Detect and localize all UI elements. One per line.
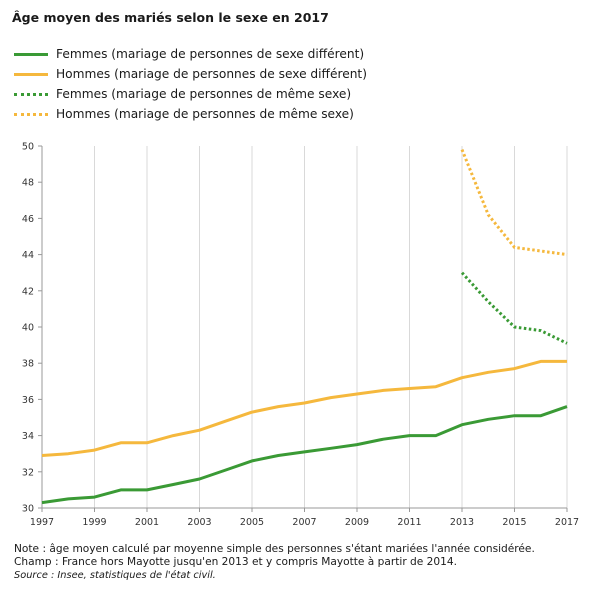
y-tick-label: 30 bbox=[22, 504, 34, 515]
legend-swatch-femmes-different bbox=[14, 52, 48, 56]
x-tick-label: 2017 bbox=[555, 517, 579, 528]
x-tick-label: 2005 bbox=[240, 517, 264, 528]
y-tick-label: 46 bbox=[22, 214, 34, 225]
line-chart: 30 32 34 36 38 40 42 44 46 48 50 1997 1999 2001 2003 20… bbox=[22, 142, 579, 529]
x-tick-label: 2011 bbox=[397, 517, 421, 528]
champ-text: Champ : France hors Mayotte jusqu'en 201… bbox=[14, 556, 457, 568]
legend: Femmes (mariage de personnes de sexe dif… bbox=[14, 44, 367, 124]
legend-item-femmes-meme: Femmes (mariage de personnes de même sex… bbox=[14, 84, 367, 104]
x-tick-label: 2003 bbox=[187, 517, 211, 528]
y-tick-label: 38 bbox=[22, 359, 34, 370]
legend-swatch-femmes-meme bbox=[14, 92, 48, 96]
x-tick-label: 2015 bbox=[502, 517, 526, 528]
legend-item-hommes-meme: Hommes (mariage de personnes de même sex… bbox=[14, 104, 367, 124]
y-tick-label: 44 bbox=[22, 250, 34, 261]
y-tick-label: 50 bbox=[22, 142, 34, 153]
legend-item-femmes-different: Femmes (mariage de personnes de sexe dif… bbox=[14, 44, 367, 64]
legend-label: Femmes (mariage de personnes de même sex… bbox=[56, 87, 352, 101]
y-tick-label: 34 bbox=[22, 431, 34, 442]
y-tick-label: 40 bbox=[22, 323, 34, 334]
legend-swatch-hommes-different bbox=[14, 72, 48, 76]
y-tick-label: 32 bbox=[22, 467, 34, 478]
legend-label: Hommes (mariage de personnes de sexe dif… bbox=[56, 67, 367, 81]
series-line-2 bbox=[460, 271, 568, 345]
series-line-1 bbox=[41, 359, 567, 457]
x-tick-label: 2009 bbox=[345, 517, 369, 528]
legend-swatch-hommes-meme bbox=[14, 112, 48, 116]
series-line-3 bbox=[460, 149, 568, 257]
footnotes: Note : âge moyen calculé par moyenne sim… bbox=[14, 543, 535, 582]
y-tick-label: 48 bbox=[22, 178, 34, 189]
source-text: Source : Insee, statistiques de l'état c… bbox=[14, 570, 216, 581]
x-tick-label: 2007 bbox=[292, 517, 316, 528]
x-tick-label: 1997 bbox=[30, 517, 54, 528]
legend-item-hommes-different: Hommes (mariage de personnes de sexe dif… bbox=[14, 64, 367, 84]
series-line-0 bbox=[41, 405, 568, 505]
x-tick-label: 2013 bbox=[450, 517, 474, 528]
y-tick-label: 36 bbox=[22, 395, 34, 406]
legend-label: Hommes (mariage de personnes de même sex… bbox=[56, 107, 354, 121]
y-tick-label: 42 bbox=[22, 286, 34, 297]
x-tick-label: 1999 bbox=[82, 517, 106, 528]
chart-title: Âge moyen des mariés selon le sexe en 20… bbox=[12, 10, 329, 25]
note-text: Note : âge moyen calculé par moyenne sim… bbox=[14, 543, 535, 555]
x-tick-label: 2001 bbox=[135, 517, 159, 528]
legend-label: Femmes (mariage de personnes de sexe dif… bbox=[56, 47, 365, 61]
